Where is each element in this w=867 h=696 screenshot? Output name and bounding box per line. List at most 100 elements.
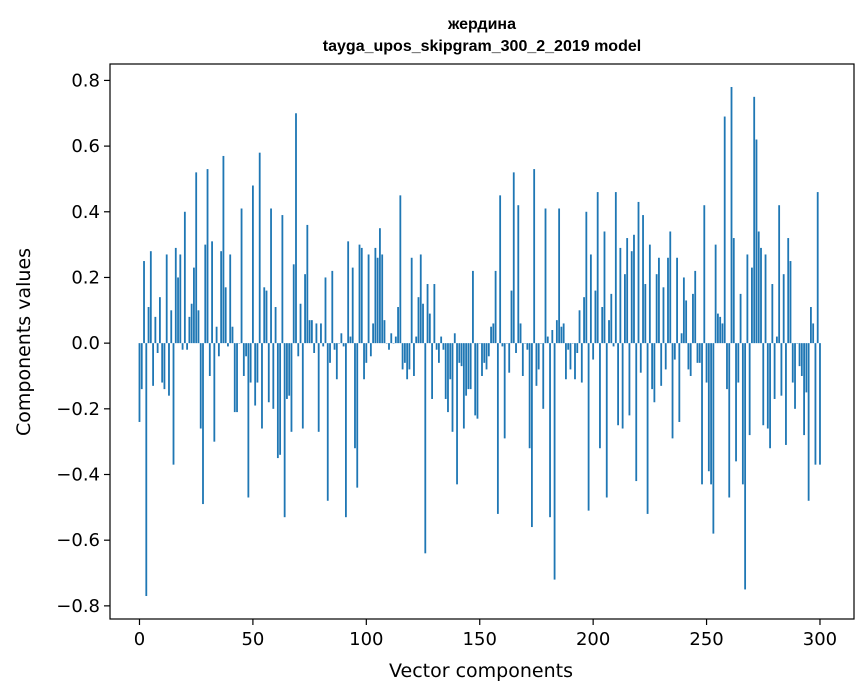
bar: [549, 343, 551, 518]
bar: [177, 277, 179, 344]
bar: [685, 300, 688, 344]
bar: [714, 244, 717, 344]
bar: [249, 343, 252, 383]
bar: [163, 343, 166, 390]
bar: [782, 274, 785, 344]
bar: [621, 343, 624, 429]
bar: [789, 261, 792, 344]
bar: [728, 343, 731, 498]
bar: [435, 343, 438, 350]
bar: [762, 343, 765, 426]
bar: [719, 316, 722, 344]
bar: [696, 343, 699, 363]
bar: [553, 343, 556, 580]
bar: [519, 323, 522, 344]
bar: [310, 320, 313, 344]
bar: [340, 333, 343, 344]
bar: [587, 343, 590, 511]
bar: [211, 241, 213, 344]
bar: [472, 270, 474, 344]
bar: [646, 343, 649, 514]
bar: [301, 343, 304, 429]
bar: [365, 343, 368, 363]
bar: [360, 247, 363, 344]
bar: [531, 343, 533, 528]
bar: [596, 192, 599, 344]
x-tick-label: 50: [241, 629, 264, 650]
bar: [601, 307, 604, 344]
bar: [603, 231, 606, 344]
bar: [766, 343, 769, 429]
bar: [306, 224, 309, 344]
bar: [165, 254, 168, 344]
bar: [594, 290, 597, 344]
bar: [419, 254, 422, 344]
bar: [521, 343, 524, 376]
bar: [560, 326, 563, 344]
bar: [739, 293, 742, 344]
y-tick-label: 0.2: [71, 267, 100, 288]
bar: [440, 336, 443, 344]
bar: [780, 343, 783, 396]
bar: [465, 343, 468, 396]
bar: [444, 343, 447, 399]
bar: [272, 343, 275, 409]
bar: [159, 297, 161, 344]
bar: [660, 343, 663, 386]
bar: [290, 343, 293, 432]
bar: [231, 326, 234, 344]
bar: [555, 320, 558, 344]
bar: [535, 343, 538, 386]
bar: [152, 343, 154, 386]
bar: [342, 343, 345, 347]
bar: [283, 343, 286, 518]
bar: [483, 343, 486, 363]
chart-title: жердина: [447, 16, 516, 33]
bar: [399, 195, 402, 344]
bar: [583, 297, 585, 344]
bar: [490, 326, 492, 344]
bar: [229, 254, 232, 344]
bar: [140, 343, 143, 390]
x-axis: 0 50 100 150 200 250 300: [134, 619, 837, 650]
bar: [397, 307, 399, 344]
bar: [748, 343, 751, 436]
bar: [642, 215, 644, 344]
bar: [367, 254, 370, 344]
bar: [599, 343, 601, 449]
bar: [712, 343, 715, 534]
bar: [775, 336, 778, 344]
bar: [299, 303, 302, 344]
bar: [528, 343, 531, 449]
bar: [689, 343, 692, 376]
bar: [816, 192, 819, 344]
bar: [376, 257, 379, 344]
bar: [558, 208, 561, 344]
bar: [769, 343, 771, 449]
bar: [372, 323, 375, 344]
bar: [499, 195, 502, 344]
bar: [510, 290, 513, 344]
bar: [710, 343, 712, 485]
bar: [193, 267, 195, 344]
bar: [494, 270, 497, 344]
bar: [329, 343, 331, 363]
bar: [179, 254, 182, 344]
bar: [800, 343, 803, 376]
bar: [546, 336, 549, 344]
bar: [261, 343, 263, 429]
y-axis: −0.8 −0.6 −0.4 −0.2 0.0 0.2 0.4 0.6 0.8: [56, 70, 110, 617]
bar: [798, 343, 801, 367]
bar: [735, 343, 737, 462]
bar: [503, 343, 506, 439]
bar: [161, 343, 164, 383]
bar: [658, 257, 660, 344]
bar: [694, 270, 697, 344]
bar: [438, 343, 440, 363]
bar: [267, 343, 270, 403]
bar: [578, 310, 581, 344]
bar: [281, 215, 284, 344]
bar: [195, 172, 198, 344]
bar: [512, 172, 515, 344]
bar: [220, 251, 223, 344]
